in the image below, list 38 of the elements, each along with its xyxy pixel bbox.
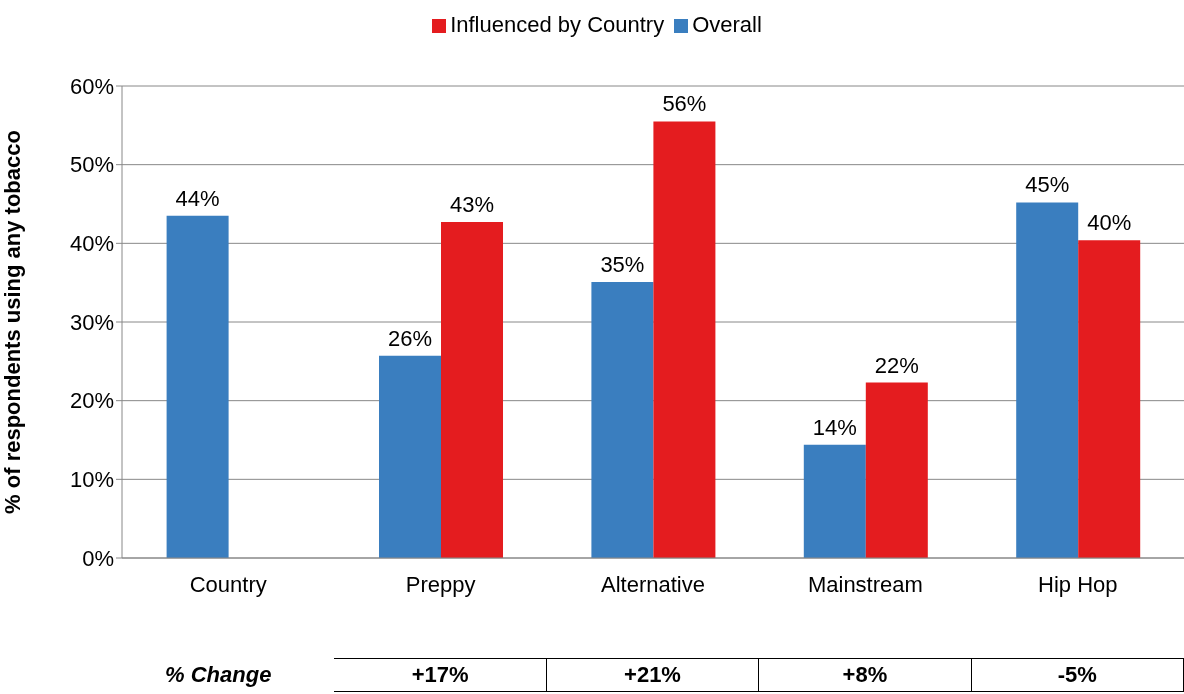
y-axis-title: % of respondents using any tobacco [0,130,25,514]
text: +17% [334,658,547,692]
bar [1016,202,1079,558]
text: +8% [759,658,972,692]
legend-label: Influenced by Country [450,12,665,37]
bar [379,355,441,558]
x-tick-label: Preppy [405,571,476,597]
y-tick-label: 40% [69,231,114,257]
bar [653,121,716,558]
y-tick-label: 60% [69,73,114,99]
bar [166,215,229,558]
data-label: 35% [600,251,645,277]
x-tick-label: Alternative [601,571,705,597]
y-tick-label: 10% [69,467,114,493]
y-tick-label: 0% [82,545,114,571]
text: +21% [546,658,760,692]
bar [803,444,866,558]
data-label: 40% [1087,210,1132,236]
data-label: 14% [812,414,857,440]
bar [591,281,654,558]
x-tick-label: Mainstream [807,571,923,597]
text: -5% [971,658,1184,692]
data-label: 26% [387,325,433,351]
data-label: 45% [1025,172,1070,198]
y-tick-label: 20% [69,388,114,414]
data-label: 56% [662,91,707,117]
data-label: 22% [874,352,919,378]
data-label: 44% [175,185,220,211]
bar [441,222,503,558]
text: % Change [164,661,273,689]
x-tick-label: Hip Hop [1038,571,1118,597]
bar [865,382,928,558]
data-label: 43% [449,192,495,218]
legend-label: Overall [692,12,762,37]
x-tick-label: Country [189,571,267,597]
y-tick-label: 50% [69,152,114,178]
y-tick-label: 30% [69,309,114,335]
bar [1078,240,1141,558]
